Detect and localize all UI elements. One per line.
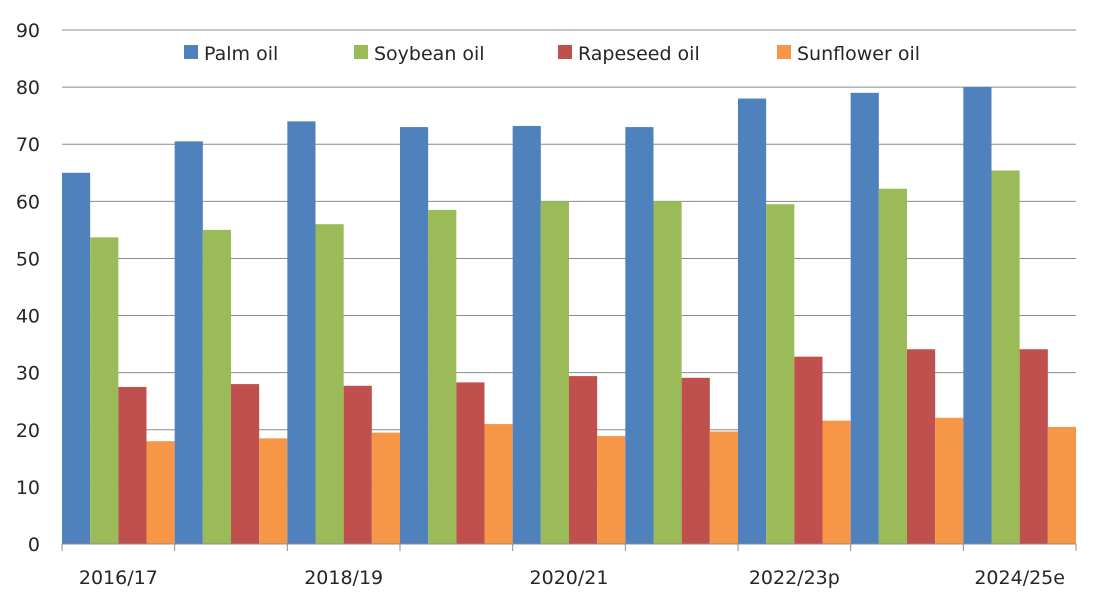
- bar-sunflower-oil: [935, 417, 964, 544]
- legend-swatch: [777, 45, 791, 59]
- bar-soybean-oil: [90, 237, 119, 544]
- bar-rapeseed-oil: [681, 377, 710, 544]
- bar-palm-oil: [625, 127, 654, 544]
- bar-rapeseed-oil: [456, 382, 485, 544]
- y-tick-label: 0: [28, 534, 40, 556]
- bar-palm-oil: [963, 87, 992, 544]
- bar-soybean-oil: [540, 201, 569, 545]
- legend-swatch: [184, 45, 198, 59]
- bar-palm-oil: [287, 121, 316, 544]
- bar-rapeseed-oil: [118, 386, 147, 544]
- bar-rapeseed-oil: [231, 384, 260, 544]
- legend-swatch: [558, 45, 572, 59]
- y-tick-label: 80: [16, 77, 40, 99]
- bar-sunflower-oil: [259, 438, 288, 544]
- bar-rapeseed-oil: [907, 349, 936, 544]
- bar-palm-oil: [512, 125, 541, 545]
- bar-palm-oil: [62, 172, 91, 544]
- bar-rapeseed-oil: [343, 385, 372, 544]
- y-tick-label: 90: [16, 20, 40, 42]
- x-tick-label: 2018/19: [304, 567, 383, 589]
- legend-label: Sunflower oil: [797, 43, 920, 65]
- x-tick-label: 2016/17: [79, 567, 158, 589]
- bar-soybean-oil: [428, 209, 457, 544]
- legend: Palm oil Soybean oil Rapeseed oil Sunflower…: [184, 43, 920, 65]
- bar-sunflower-oil: [371, 432, 400, 544]
- y-tick-label: 40: [16, 306, 40, 328]
- legend-label: Rapeseed oil: [578, 43, 700, 65]
- x-tick-label: 2020/21: [530, 567, 609, 589]
- y-axis-ticks: 0 10 20 30 40 50 60 70 80 90: [16, 20, 40, 556]
- bar-sunflower-oil: [1047, 426, 1076, 544]
- bar-rapeseed-oil: [569, 376, 598, 544]
- y-tick-label: 70: [16, 134, 40, 156]
- y-tick-label: 20: [16, 420, 40, 442]
- legend-label: Palm oil: [204, 43, 278, 65]
- bar-sunflower-oil: [822, 420, 851, 544]
- bar-soybean-oil: [315, 224, 344, 544]
- bar-sunflower-oil: [146, 441, 175, 544]
- bar-palm-oil: [174, 141, 203, 544]
- bars: [62, 87, 1076, 545]
- bar-palm-oil: [850, 92, 879, 545]
- bar-soybean-oil: [991, 170, 1020, 544]
- bar-palm-oil: [738, 98, 767, 545]
- y-tick-label: 60: [16, 191, 40, 213]
- bar-soybean-oil: [202, 229, 231, 544]
- bar-sunflower-oil: [709, 431, 738, 544]
- y-tick-label: 30: [16, 363, 40, 385]
- bar-sunflower-oil: [597, 436, 626, 544]
- y-tick-label: 10: [16, 477, 40, 499]
- y-tick-label: 50: [16, 248, 40, 270]
- bar-soybean-oil: [653, 201, 682, 545]
- x-tick-label: 2024/25e: [974, 567, 1065, 589]
- x-axis: 2016/17 2018/19 2020/21 2022/23p 2024/25e: [61, 543, 1077, 589]
- bar-rapeseed-oil: [794, 356, 823, 544]
- bar-soybean-oil: [766, 204, 795, 544]
- legend-label: Soybean oil: [374, 43, 485, 65]
- bar-soybean-oil: [878, 188, 907, 544]
- legend-swatch: [354, 45, 368, 59]
- bar-sunflower-oil: [484, 424, 513, 544]
- x-tick-label: 2022/23p: [749, 567, 840, 589]
- bar-palm-oil: [400, 127, 429, 544]
- bar-rapeseed-oil: [1019, 349, 1048, 544]
